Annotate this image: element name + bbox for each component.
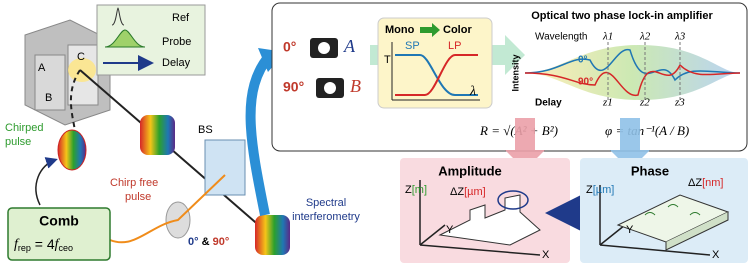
x: X — [542, 249, 550, 261]
z: z2 — [639, 97, 650, 109]
p0: 0° — [578, 55, 588, 66]
z: z3 — [674, 97, 685, 109]
unit: [µm] — [464, 186, 486, 198]
lambda: λ2 — [639, 31, 651, 43]
bs-label: BS — [198, 124, 213, 136]
lp: LP — [448, 40, 461, 52]
sub: ceo — [59, 243, 74, 253]
dz: ΔZ[nm] — [688, 177, 723, 189]
x: X — [712, 249, 720, 261]
chirped-label: pulse — [5, 136, 31, 148]
legend: Ref Probe Delay — [97, 5, 205, 75]
mono: Mono — [385, 24, 415, 36]
chirp-free-label: Chirp free — [110, 177, 158, 189]
intensity: Intensity — [510, 54, 520, 91]
delay: Delay — [535, 98, 562, 109]
title: Amplitude — [438, 163, 502, 178]
block-label: B — [45, 92, 52, 104]
lockin-title: Optical two phase lock-in amplifier — [531, 10, 713, 22]
sp: SP — [405, 40, 420, 52]
spectral-label: interferometry — [292, 211, 360, 223]
title: Phase — [631, 163, 669, 178]
p90: 90° — [578, 77, 593, 88]
t: T — [384, 54, 391, 66]
sub: rep — [18, 243, 31, 253]
z: Z[µm] — [586, 184, 614, 196]
channel-phase: 90° — [283, 79, 304, 95]
channel-name: A — [343, 36, 356, 56]
unit: [nm] — [702, 177, 723, 189]
color: Color — [443, 24, 472, 36]
comb-box: Comb frep = 4fceo — [8, 208, 110, 260]
channel-phase: 0° — [283, 39, 296, 55]
z: z1 — [602, 97, 613, 109]
comb-title: Comb — [39, 213, 79, 229]
formula-phi: φ = tan⁻¹(A / B) — [605, 123, 689, 138]
amplitude-panel: Amplitude ΔZ[µm] Z[m] Y X — [400, 158, 570, 263]
phase-panel: Phase ΔZ[nm] Z[µm] Y X — [580, 158, 748, 263]
legend-probe: Probe — [162, 36, 191, 48]
unit: [m] — [412, 184, 427, 196]
figure: Ref Probe Delay A B C Chirped pulse Comb… — [0, 0, 751, 267]
legend-ref: Ref — [172, 12, 190, 24]
p90: 90° — [213, 236, 230, 248]
lambda: λ1 — [602, 31, 613, 43]
lambda: λ3 — [674, 31, 686, 43]
unit: [µm] — [593, 184, 615, 196]
spectral-label: Spectral — [306, 197, 346, 209]
dz: ΔZ — [450, 186, 464, 198]
dz: ΔZ — [688, 177, 702, 189]
filter-box: Mono Color T SP LP λ — [378, 18, 492, 108]
wavelength: Wavelength — [535, 32, 587, 43]
block-label: A — [38, 62, 46, 74]
mid: = 4 — [31, 236, 55, 252]
dz: ΔZ[µm] — [450, 186, 486, 198]
channel-name: B — [350, 76, 361, 96]
lambda: λ — [469, 84, 476, 99]
y: Y — [626, 224, 634, 236]
phase-label: 0° & 90° — [188, 236, 229, 248]
chirped-label: Chirped — [5, 122, 44, 134]
legend-delay: Delay — [162, 57, 191, 69]
p0: 0° — [188, 236, 199, 248]
chirp-free-label: pulse — [125, 191, 151, 203]
amp: & — [199, 236, 213, 248]
block-label: C — [77, 51, 85, 63]
z: Z[m] — [405, 184, 427, 196]
y: Y — [446, 224, 454, 236]
